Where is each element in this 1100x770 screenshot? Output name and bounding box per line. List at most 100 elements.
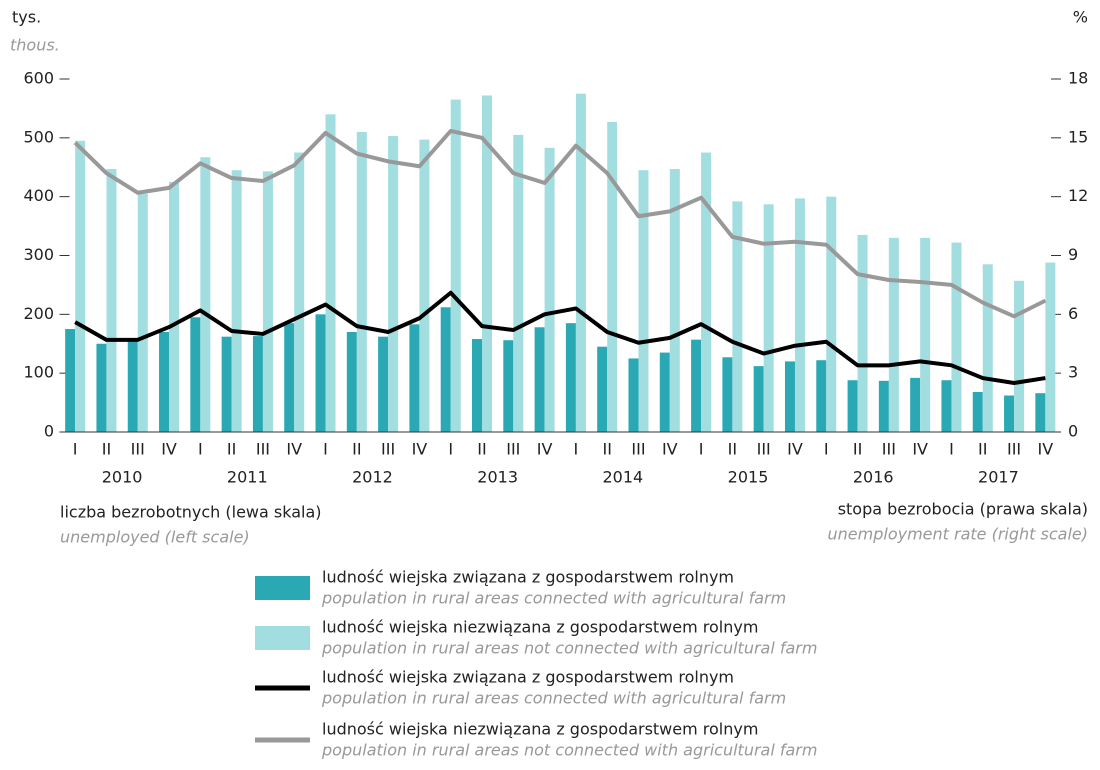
x-tick-label: IV: [662, 440, 678, 459]
bar: [669, 169, 680, 432]
bar: [190, 317, 201, 432]
legend-label-en: population in rural areas not connected …: [321, 741, 817, 760]
bar: [262, 171, 273, 432]
x-tick-label: III: [381, 440, 395, 459]
x-tick-label: III: [882, 440, 896, 459]
right-axis-label-en: unemployment rate (right scale): [828, 525, 1088, 544]
bar: [722, 357, 733, 432]
bar: [878, 380, 889, 432]
line: [74, 290, 1046, 385]
x-tick-label: IV: [286, 440, 302, 459]
bar: [701, 152, 712, 432]
x-tick-label: III: [757, 440, 771, 459]
bar: [982, 264, 993, 432]
left-unit-en: thous.: [10, 36, 60, 55]
x-tick-label: I: [323, 440, 328, 459]
x-tick-label: IV: [787, 440, 803, 459]
x-tick-label: IV: [912, 440, 928, 459]
bar: [472, 339, 483, 432]
y2-tick-label: 6: [1068, 304, 1078, 323]
x-tick-label: IV: [161, 440, 177, 459]
bar: [294, 152, 305, 432]
bar: [440, 307, 451, 432]
x-tick-label: I: [73, 440, 78, 459]
y2-tick-label: 12: [1068, 186, 1088, 205]
legend-label-en: population in rural areas connected with…: [321, 589, 786, 608]
bar: [252, 336, 263, 432]
year-label: 2012: [352, 468, 393, 487]
bar: [628, 358, 639, 432]
x-tick-label: II: [477, 440, 486, 459]
bar: [127, 340, 138, 432]
y-tick-label: 200: [23, 304, 54, 323]
x-tick-label: I: [448, 440, 453, 459]
bar: [607, 121, 618, 432]
bar: [659, 352, 670, 432]
y-tick-label: 400: [23, 186, 54, 205]
bar: [409, 324, 420, 432]
left-unit: tys.: [12, 8, 41, 27]
right-unit: %: [1073, 8, 1088, 27]
bar: [96, 343, 107, 432]
legend-label: ludność wiejska związana z gospodarstwem…: [322, 568, 734, 587]
y2-tick-label: 18: [1068, 69, 1088, 88]
bar: [169, 181, 180, 432]
line: [73, 128, 1047, 319]
x-tick-label: IV: [537, 440, 553, 459]
bar: [419, 139, 430, 432]
bar: [200, 157, 211, 432]
x-tick-label: IV: [412, 440, 428, 459]
bar: [920, 237, 931, 432]
bar: [388, 136, 399, 432]
legend-swatch: [255, 626, 310, 650]
bar: [356, 131, 367, 432]
x-tick-label: I: [574, 440, 579, 459]
x-tick-label: I: [949, 440, 954, 459]
bar: [503, 340, 514, 432]
bar: [794, 198, 805, 432]
y-tick-label: 300: [23, 245, 54, 264]
left-axis-label: liczba bezrobotnych (lewa skala): [60, 503, 322, 522]
y2-tick-label: 15: [1068, 127, 1088, 146]
year-label: 2015: [728, 468, 769, 487]
bar: [137, 193, 148, 432]
bar: [75, 140, 86, 432]
bar: [315, 314, 326, 432]
bar: [888, 237, 899, 432]
bar: [565, 323, 576, 432]
bar: [753, 366, 764, 432]
y2-tick-label: 3: [1068, 363, 1078, 382]
y-tick-label: 600: [23, 69, 54, 88]
bar: [638, 170, 649, 433]
x-tick-label: III: [631, 440, 645, 459]
bar: [1004, 395, 1015, 432]
x-tick-label: I: [699, 440, 704, 459]
right-axis-label: stopa bezrobocia (prawa skala): [838, 500, 1088, 519]
bar: [482, 95, 493, 433]
year-label: 2011: [227, 468, 268, 487]
y2-tick-label: 9: [1068, 245, 1078, 264]
x-tick-label: I: [824, 440, 829, 459]
y-tick-label: 100: [23, 363, 54, 382]
year-label: 2010: [102, 468, 143, 487]
bar: [972, 391, 983, 432]
bar: [857, 234, 868, 432]
bar: [597, 346, 608, 432]
bar: [106, 169, 117, 432]
bar: [816, 360, 827, 432]
x-tick-label: IV: [1038, 440, 1054, 459]
x-tick-label: III: [131, 440, 145, 459]
bar: [378, 336, 389, 432]
bar: [513, 134, 524, 432]
legend-label: ludność wiejska niezwiązana z gospodarst…: [322, 618, 758, 637]
bar: [826, 196, 837, 432]
x-tick-label: II: [102, 440, 111, 459]
year-label: 2016: [853, 468, 894, 487]
legend-swatch: [255, 576, 310, 600]
x-tick-label: II: [602, 440, 611, 459]
y2-tick-label: 0: [1068, 422, 1078, 441]
legend-label: ludność wiejska związana z gospodarstwem…: [322, 668, 734, 687]
year-label: 2013: [477, 468, 518, 487]
left-axis-label-en: unemployed (left scale): [60, 528, 250, 547]
